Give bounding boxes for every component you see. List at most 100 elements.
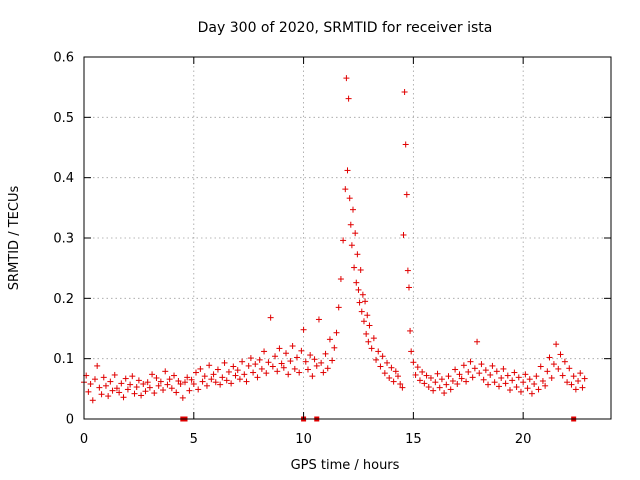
data-point bbox=[182, 379, 189, 386]
data-point bbox=[377, 363, 384, 370]
data-point bbox=[175, 377, 182, 384]
data-point bbox=[245, 362, 252, 369]
data-point bbox=[355, 286, 362, 293]
data-point bbox=[522, 371, 529, 378]
data-point bbox=[124, 386, 131, 393]
data-point bbox=[381, 370, 388, 377]
data-point bbox=[201, 373, 208, 380]
data-point bbox=[228, 380, 235, 387]
data-point bbox=[118, 380, 125, 387]
data-point bbox=[109, 387, 116, 394]
data-point bbox=[326, 336, 333, 343]
data-point bbox=[208, 376, 215, 383]
data-point bbox=[324, 365, 331, 372]
axis-ticks bbox=[83, 56, 611, 420]
data-point bbox=[566, 365, 573, 372]
data-point bbox=[247, 355, 254, 362]
data-point bbox=[480, 376, 487, 383]
data-point bbox=[535, 386, 542, 393]
data-point bbox=[254, 374, 261, 381]
data-point bbox=[287, 358, 294, 365]
data-point bbox=[427, 374, 434, 381]
data-point bbox=[511, 369, 518, 376]
data-point bbox=[100, 374, 107, 381]
data-point bbox=[452, 366, 459, 373]
data-point bbox=[206, 362, 213, 369]
data-point bbox=[149, 371, 156, 378]
data-point bbox=[360, 318, 367, 325]
data-point bbox=[349, 206, 356, 213]
data-point bbox=[269, 363, 276, 370]
data-point bbox=[140, 381, 147, 388]
data-point bbox=[423, 372, 430, 379]
data-point bbox=[296, 369, 303, 376]
data-point bbox=[353, 279, 360, 286]
data-point bbox=[414, 364, 421, 371]
data-points bbox=[81, 75, 588, 422]
data-point bbox=[572, 386, 579, 393]
data-point bbox=[335, 304, 342, 311]
data-point bbox=[164, 381, 171, 388]
data-point bbox=[491, 379, 498, 386]
data-point bbox=[250, 369, 257, 376]
data-point bbox=[345, 95, 352, 102]
data-point bbox=[405, 284, 412, 291]
data-point bbox=[557, 351, 564, 358]
x-tick-label: 0 bbox=[80, 432, 88, 447]
data-point bbox=[354, 251, 361, 258]
data-point bbox=[217, 381, 224, 388]
data-point bbox=[528, 390, 535, 397]
data-point bbox=[138, 392, 145, 399]
data-point bbox=[358, 308, 365, 315]
data-point bbox=[375, 348, 382, 355]
data-point bbox=[458, 375, 465, 382]
x-tick-label: 15 bbox=[405, 432, 422, 447]
data-point bbox=[219, 374, 226, 381]
data-point bbox=[430, 387, 437, 394]
data-point bbox=[129, 373, 136, 380]
data-point bbox=[142, 388, 149, 395]
data-point bbox=[524, 385, 531, 392]
data-point bbox=[546, 354, 553, 361]
data-point bbox=[168, 385, 175, 392]
data-point bbox=[533, 373, 540, 380]
chart-title: Day 300 of 2020, SRMTID for receiver ist… bbox=[198, 20, 493, 36]
data-point bbox=[197, 365, 204, 372]
data-point bbox=[388, 364, 395, 371]
data-point bbox=[575, 377, 582, 384]
data-point bbox=[447, 386, 454, 393]
data-point bbox=[177, 381, 184, 388]
data-point bbox=[548, 374, 555, 381]
data-point bbox=[352, 230, 359, 237]
data-point bbox=[482, 367, 489, 374]
data-point bbox=[184, 374, 191, 381]
data-point bbox=[443, 381, 450, 388]
y-tick-label: 0.2 bbox=[53, 292, 74, 307]
data-point bbox=[404, 267, 411, 274]
data-point bbox=[186, 387, 193, 394]
data-point bbox=[329, 357, 336, 364]
data-point bbox=[432, 379, 439, 386]
data-point bbox=[239, 358, 246, 365]
data-point bbox=[225, 368, 232, 375]
data-point bbox=[280, 364, 287, 371]
data-point bbox=[344, 167, 351, 174]
data-point bbox=[315, 316, 322, 323]
data-point bbox=[291, 365, 298, 372]
data-point bbox=[221, 359, 228, 366]
data-point bbox=[570, 373, 577, 380]
data-point bbox=[116, 389, 123, 396]
data-point bbox=[351, 264, 358, 271]
data-point bbox=[283, 350, 290, 357]
data-point bbox=[531, 381, 538, 388]
data-point bbox=[550, 361, 557, 368]
data-point bbox=[449, 377, 456, 384]
data-point bbox=[456, 371, 463, 378]
data-point bbox=[276, 345, 283, 352]
data-point bbox=[399, 384, 406, 391]
data-point bbox=[496, 383, 503, 390]
data-point bbox=[537, 363, 544, 370]
x-axis-label: GPS time / hours bbox=[291, 458, 400, 473]
data-point bbox=[346, 195, 353, 202]
